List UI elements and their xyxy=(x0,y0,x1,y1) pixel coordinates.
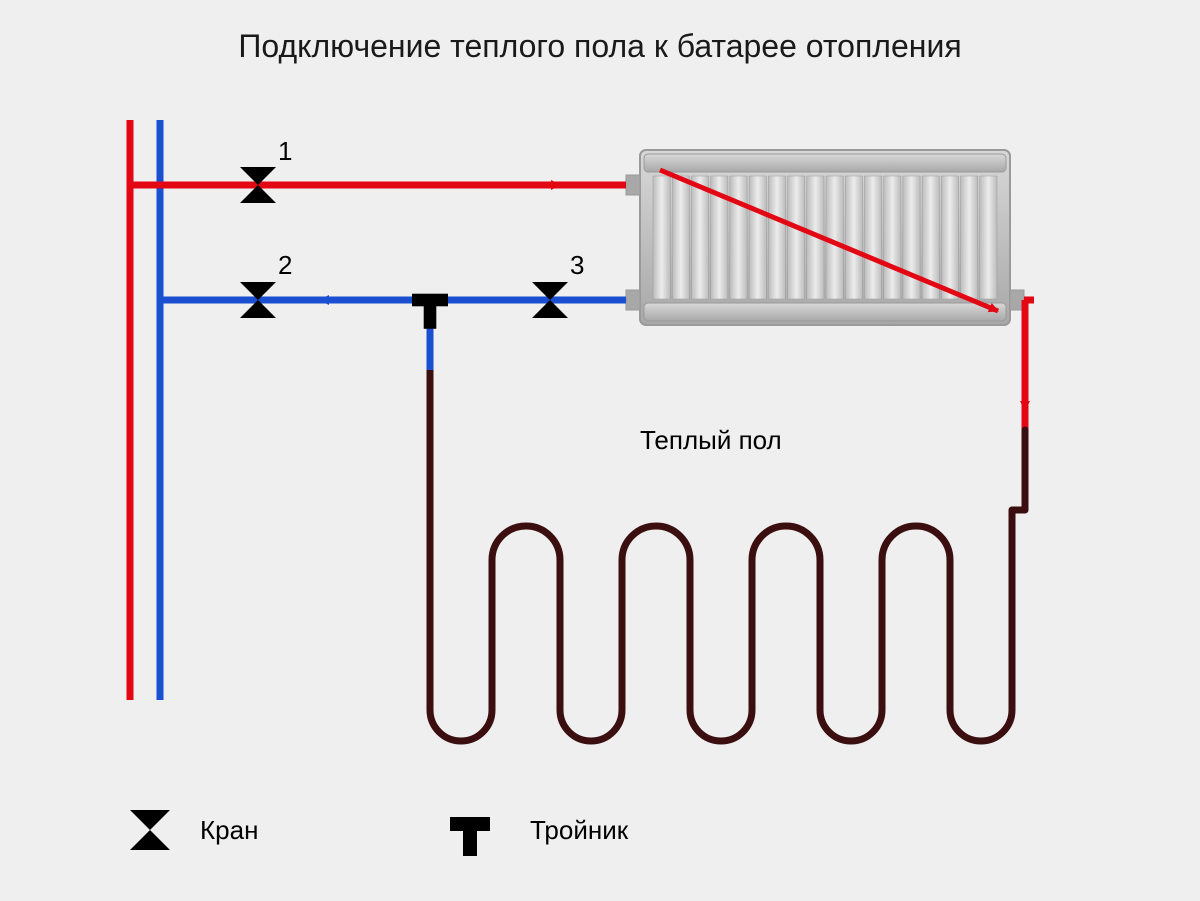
valve-number-1: 1 xyxy=(278,136,292,167)
valve-number-3: 3 xyxy=(570,250,584,281)
heating-diagram xyxy=(0,0,1200,901)
legend-valve-label: Кран xyxy=(200,815,258,846)
legend-tee-label: Тройник xyxy=(530,815,628,846)
floor-label: Теплый пол xyxy=(640,425,782,456)
valve-icon xyxy=(130,810,170,850)
valve-number-2: 2 xyxy=(278,250,292,281)
